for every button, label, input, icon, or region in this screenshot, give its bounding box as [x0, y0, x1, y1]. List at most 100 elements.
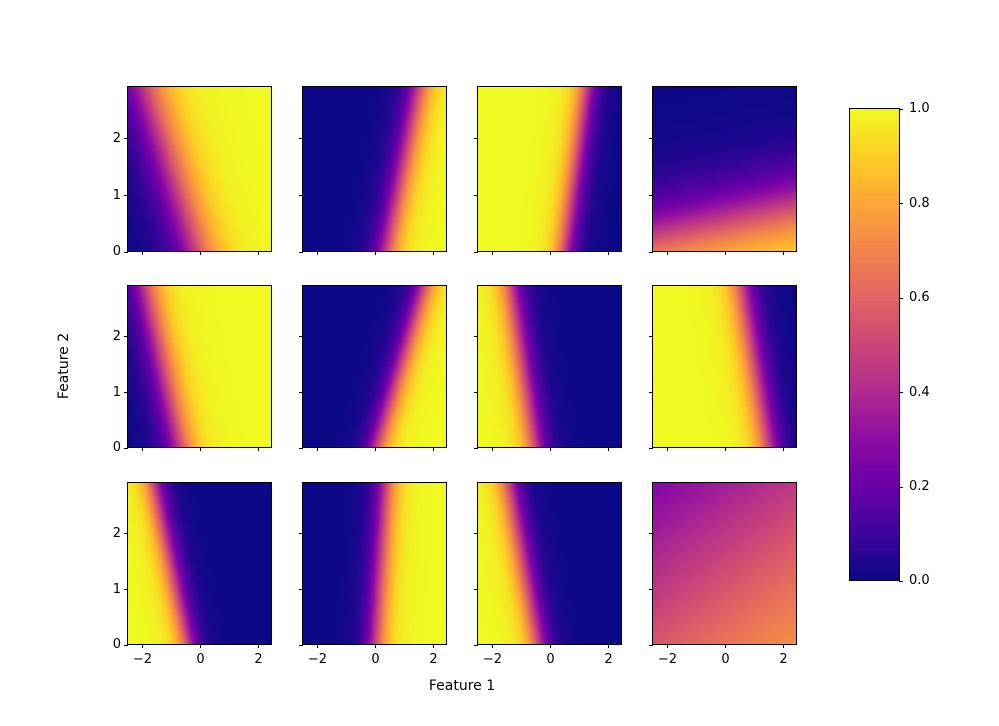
x-tick [783, 251, 784, 255]
y-tick [474, 447, 478, 449]
heatmap-canvas-r2-c2 [478, 483, 621, 644]
y-tick [299, 336, 303, 338]
x-tick-label: −2 [307, 652, 328, 667]
colorbar-tick-label: 0.2 [909, 479, 930, 495]
subplot-r0-c2 [474, 86, 622, 255]
x-tick [317, 447, 318, 451]
y-tick [649, 138, 653, 140]
x-tick [200, 251, 201, 255]
x-tick [550, 447, 551, 451]
y-tick [474, 336, 478, 338]
y-tick-label: 2 [112, 130, 121, 146]
heatmap-canvas-r2-c3 [653, 483, 796, 644]
subplot-r1-c3 [649, 285, 797, 451]
x-tick-label: −2 [657, 652, 678, 667]
colorbar-tick [899, 392, 903, 394]
x-tick [725, 644, 726, 648]
y-tick [124, 392, 128, 394]
subplot-r1-c0: 0 1 2 [113, 285, 272, 455]
x-tick-label: 2 [604, 652, 613, 667]
y-tick [124, 447, 128, 449]
y-tick [299, 138, 303, 140]
heatmap-canvas-r2-c1 [303, 483, 446, 644]
x-tick-label: 2 [429, 652, 438, 667]
x-tick [433, 251, 434, 255]
colorbar-tick [899, 297, 903, 299]
x-tick [492, 644, 493, 648]
heatmap-canvas-r1-c1 [303, 286, 446, 447]
heatmap-canvas-r0-c0 [128, 87, 271, 251]
colorbar-gradient [850, 109, 899, 580]
x-tick-label: 2 [254, 652, 263, 667]
subplot-r2-c1: −2 0 2 [299, 482, 447, 667]
y-tick [474, 392, 478, 394]
y-tick [299, 589, 303, 591]
y-tick-label: 1 [112, 187, 121, 203]
y-tick [649, 195, 653, 197]
y-tick [299, 392, 303, 394]
y-tick [649, 336, 653, 338]
x-tick [492, 447, 493, 451]
y-tick [474, 195, 478, 197]
y-tick [474, 589, 478, 591]
x-tick [550, 251, 551, 255]
x-tick [667, 251, 668, 255]
heatmap-canvas-r1-c2 [478, 286, 621, 447]
y-tick [474, 533, 478, 535]
colorbar-tick-label: 1.0 [909, 101, 930, 116]
y-tick [124, 138, 128, 140]
x-tick [142, 644, 143, 648]
x-tick [142, 447, 143, 451]
heatmap-canvas-r0-c2 [478, 87, 621, 251]
colorbar-tick [899, 486, 903, 488]
y-tick [124, 589, 128, 591]
y-tick [299, 251, 303, 253]
x-tick-label: −2 [132, 652, 153, 667]
subplot-r2-c3: −2 0 2 [649, 482, 797, 667]
y-tick [649, 533, 653, 535]
x-tick [375, 644, 376, 648]
y-tick [649, 644, 653, 646]
y-axis-label: Feature 2 [56, 332, 72, 400]
colorbar-tick [899, 203, 903, 205]
y-tick [299, 644, 303, 646]
x-tick-label: 0 [371, 652, 380, 667]
y-tick-label: 0 [112, 244, 121, 259]
colorbar: 0.0 0.2 0.4 0.6 0.8 1.0 [849, 102, 930, 588]
x-tick [433, 447, 434, 451]
y-tick [299, 447, 303, 449]
y-tick [124, 336, 128, 338]
x-tick-label: 0 [196, 652, 205, 667]
x-tick [375, 251, 376, 255]
heatmap-canvas-r1-c0 [128, 286, 271, 447]
subplot-r1-c2 [474, 285, 622, 451]
colorbar-tick-label: 0.8 [909, 195, 930, 211]
x-tick [258, 447, 259, 451]
y-tick [649, 447, 653, 449]
x-tick [725, 447, 726, 451]
y-tick-label: 0 [112, 440, 121, 455]
x-tick [608, 251, 609, 255]
y-tick [124, 195, 128, 197]
heatmap-canvas-r1-c3 [653, 286, 796, 447]
x-tick [433, 644, 434, 648]
colorbar-tick-label: 0.0 [909, 573, 930, 588]
y-tick-label: 2 [112, 328, 121, 344]
x-tick [492, 251, 493, 255]
y-tick [474, 138, 478, 140]
x-tick [608, 447, 609, 451]
x-tick-label: −2 [482, 652, 503, 667]
colorbar-tick [899, 580, 903, 582]
y-tick-label: 0 [112, 637, 121, 652]
x-tick [667, 447, 668, 451]
y-tick [474, 251, 478, 253]
y-tick [124, 644, 128, 646]
y-tick [649, 589, 653, 591]
y-tick [649, 251, 653, 253]
subplot-r2-c2: −2 0 2 [474, 482, 622, 667]
x-tick-label: 0 [546, 652, 555, 667]
x-tick [783, 447, 784, 451]
y-tick [299, 533, 303, 535]
x-tick [142, 251, 143, 255]
